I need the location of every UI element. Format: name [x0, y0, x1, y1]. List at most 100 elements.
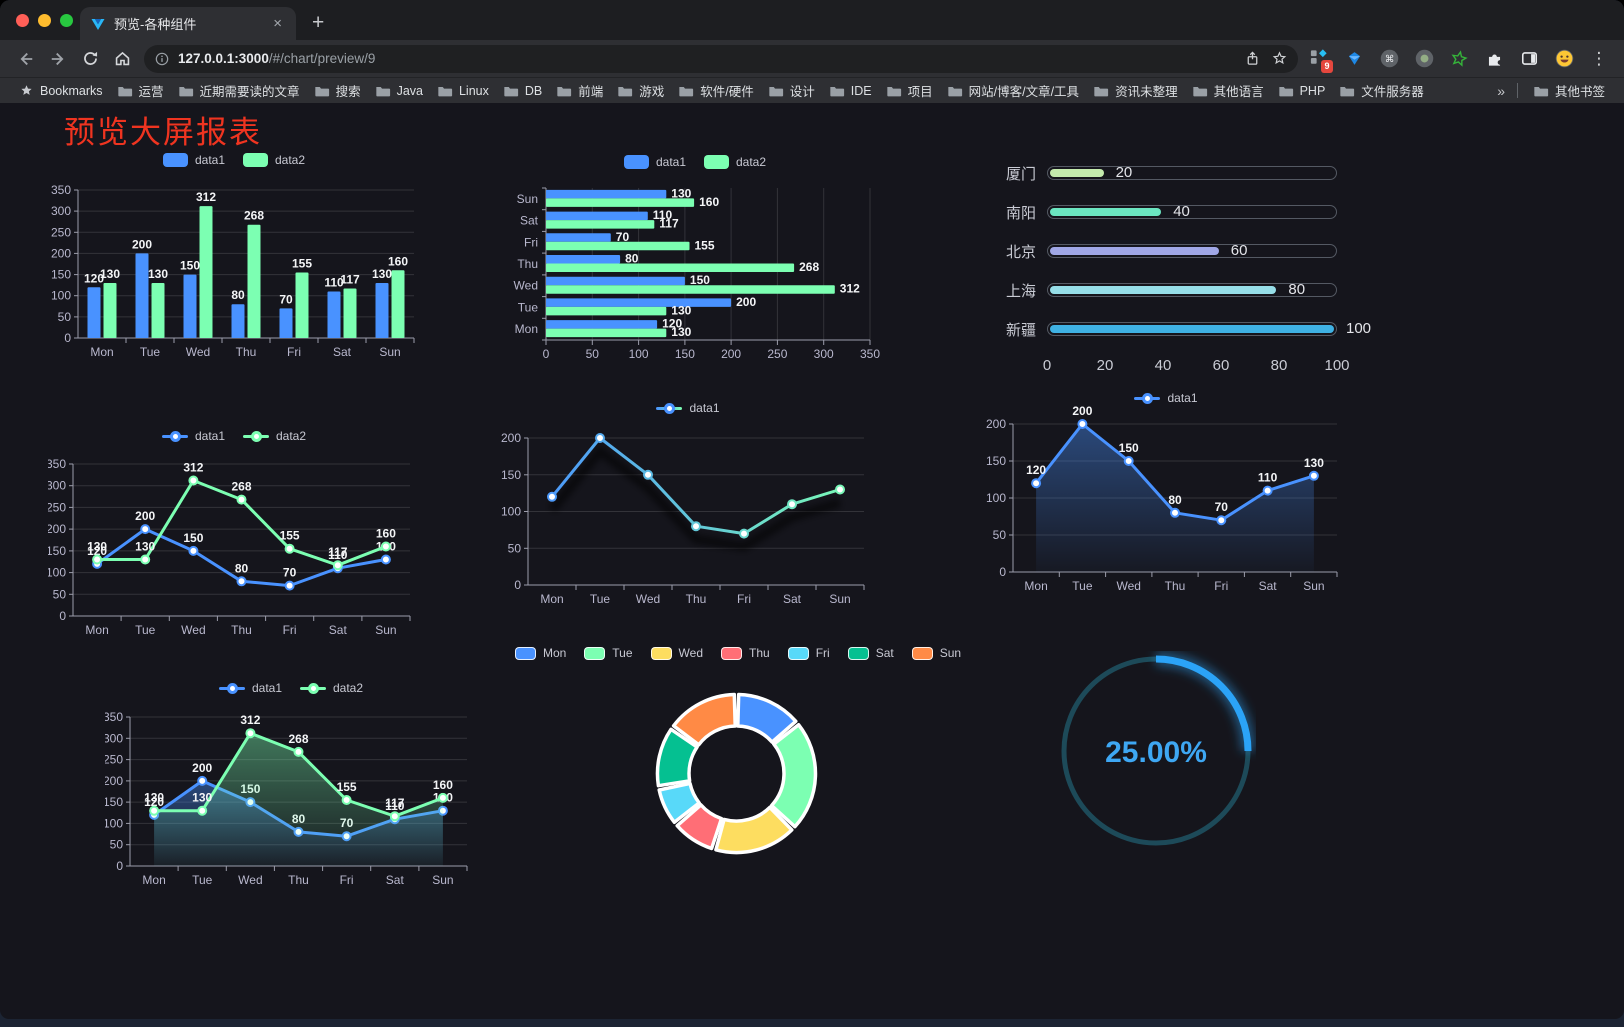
chart-multi-line[interactable]: data1 data2 0 50 100 150 200 250 300 350 Mon Tue Wed… — [46, 424, 420, 642]
bookmark-folder[interactable]: DB — [496, 81, 549, 101]
legend-item[interactable]: data1 — [1134, 391, 1198, 405]
bookmark-folder[interactable]: 其他语言 — [1185, 79, 1271, 102]
chart-multi-line-area[interactable]: data1 data2 0 50 100 150 200 250 300 350 Mon Tue Wed… — [103, 676, 477, 892]
command-circle-icon[interactable]: ⌘ — [1378, 48, 1400, 70]
bookmark-star-button[interactable] — [1271, 50, 1288, 67]
browser-menu-icon[interactable]: ⋮ — [1590, 48, 1608, 68]
legend-item[interactable]: Wed — [650, 646, 703, 660]
other-bookmarks-folder[interactable]: 其他书签 — [1526, 79, 1612, 102]
bookmark-folder[interactable]: 项目 — [879, 79, 940, 102]
svg-text:Sun: Sun — [517, 192, 538, 206]
legend-item[interactable]: data1 — [161, 429, 225, 443]
progress-label: 南阳 — [1005, 204, 1036, 222]
extensions-grid-icon[interactable]: 9 — [1308, 48, 1333, 73]
svg-text:Sat: Sat — [520, 214, 539, 228]
address-bar[interactable]: 127.0.0.1:3000/#/chart/preview/9 — [144, 44, 1298, 73]
legend-item[interactable]: Fri — [787, 646, 830, 660]
bookmark-folder[interactable]: 游戏 — [610, 79, 671, 102]
bookmark-folder[interactable]: 运营 — [110, 79, 171, 102]
green-star-icon[interactable] — [1448, 48, 1470, 70]
gem-icon[interactable] — [1343, 48, 1365, 70]
bookmark-folder[interactable]: Linux — [430, 81, 496, 101]
legend-item[interactable]: Sun — [911, 646, 961, 660]
sidebar-icon[interactable] — [1518, 48, 1540, 70]
new-tab-button[interactable]: + — [312, 11, 325, 34]
recorder-circle-icon[interactable] — [1413, 48, 1435, 70]
percent-gauge-canvas[interactable]: 25.00% — [1056, 651, 1256, 851]
svg-text:Thu: Thu — [231, 623, 252, 637]
progress-row[interactable]: 北京 60 — [992, 242, 1337, 261]
maximize-window-button[interactable] — [60, 14, 73, 27]
bookmark-folder[interactable]: 前端 — [549, 79, 610, 102]
weekday-donut-canvas[interactable] — [654, 691, 819, 856]
site-info-icon[interactable] — [154, 51, 170, 67]
legend-item[interactable]: data2 — [243, 429, 306, 443]
legend-item[interactable]: Thu — [721, 646, 770, 660]
browser-tab[interactable]: 预览-各种组件 × — [80, 7, 296, 40]
bookmark-folder[interactable]: 网站/博客/文章/工具 — [940, 79, 1086, 102]
gradient-line-canvas[interactable]: 0 50 100 150 200 Mon Tue Wed Thu Fri Sat Sun — [498, 396, 878, 614]
folder-icon — [1340, 86, 1355, 96]
svg-text:110: 110 — [1258, 471, 1278, 485]
progress-row[interactable]: 南阳 40 — [992, 203, 1337, 222]
area-line-canvas[interactable]: 0 50 100 150 200 Mon Tue Wed Thu Fri Sat Sun 120 200 1… — [985, 386, 1347, 598]
puzzle-icon[interactable] — [1483, 48, 1505, 70]
legend-item[interactable]: data2 — [300, 681, 363, 695]
grouped-bar-canvas[interactable]: 0 50 100 150 200 250 300 350 Mon Tue Wed Thu Fri Sat S… — [48, 148, 420, 370]
svg-text:Sun: Sun — [1303, 579, 1324, 593]
multi-line-canvas[interactable]: 0 50 100 150 200 250 300 350 Mon Tue Wed Thu Fri Sat S… — [46, 424, 420, 642]
bookmark-folder[interactable]: 近期需要读的文章 — [171, 79, 307, 102]
bookmarks-overflow-button[interactable]: » — [1497, 82, 1505, 99]
multi-line-area-canvas[interactable]: 0 50 100 150 200 250 300 350 Mon Tue Wed Thu Fri Sat S… — [103, 676, 477, 892]
legend-item[interactable]: data1 — [656, 401, 720, 415]
chart-weekday-donut[interactable]: Mon Tue Wed Thu Fri Sat Sun — [514, 641, 961, 863]
legend-item[interactable]: Mon — [514, 646, 566, 660]
legend-item[interactable]: data1 — [162, 153, 225, 167]
legend-item[interactable]: data1 — [623, 155, 686, 169]
progress-row[interactable]: 上海 80 — [992, 281, 1337, 300]
chart-percent-gauge[interactable]: 25.00% — [1056, 651, 1256, 851]
legend-item[interactable]: Tue — [584, 646, 633, 660]
svg-text:150: 150 — [183, 531, 203, 545]
chart-horizontal-bar[interactable]: data1 data2 0 50 100 150 200 250 300 350 Sun 130 160… — [500, 150, 890, 368]
legend-item[interactable]: data2 — [704, 155, 766, 169]
back-button[interactable] — [13, 46, 39, 72]
bookmarks-root[interactable]: Bookmarks — [12, 81, 110, 100]
bookmark-folder[interactable]: Java — [368, 81, 430, 101]
tab-close-icon[interactable]: × — [273, 15, 282, 32]
svg-text:Mon: Mon — [515, 322, 538, 336]
progress-row[interactable]: 新疆 100 — [992, 320, 1371, 339]
legend-item[interactable]: data2 — [243, 153, 305, 167]
chart-city-progress[interactable]: 厦门 20 南阳 40 北京 60 上海 80 新疆 — [992, 152, 1382, 392]
svg-text:Thu: Thu — [517, 257, 538, 271]
bookmark-folder[interactable]: 文件服务器 — [1332, 79, 1431, 102]
bookmark-folder[interactable]: 资讯未整理 — [1086, 79, 1185, 102]
legend-item[interactable]: Sat — [847, 646, 894, 660]
minimize-window-button[interactable] — [38, 14, 51, 27]
progress-label: 上海 — [1005, 282, 1036, 300]
close-window-button[interactable] — [16, 14, 29, 27]
legend-item[interactable]: data1 — [218, 681, 282, 695]
forward-button[interactable] — [45, 46, 71, 72]
svg-text:70: 70 — [283, 566, 297, 580]
bookmark-folder[interactable]: 软件/硬件 — [671, 79, 760, 102]
svg-text:312: 312 — [183, 461, 203, 475]
home-button[interactable] — [109, 46, 135, 72]
svg-text:Mon: Mon — [142, 873, 165, 887]
bookmark-folder[interactable]: PHP — [1271, 81, 1333, 101]
bookmark-folder[interactable]: 设计 — [761, 79, 822, 102]
chart-area-line[interactable]: data1 0 50 100 150 200 Mon Tue Wed Thu Fri Sat Sun 12… — [985, 386, 1347, 598]
share-button[interactable] — [1244, 50, 1261, 67]
bookmarks-separator — [1516, 83, 1518, 98]
bookmark-folder[interactable]: 搜索 — [307, 79, 368, 102]
page-title: 预览大屏报表 — [64, 115, 262, 150]
folder-icon — [375, 86, 390, 96]
reload-button[interactable] — [77, 46, 103, 72]
bookmark-folder[interactable]: IDE — [822, 81, 879, 101]
chart-gradient-line[interactable]: data1 0 50 100 150 200 Mon Tue Wed Thu Fri Sat Sun — [498, 396, 878, 614]
progress-row[interactable]: 厦门 20 — [992, 164, 1337, 183]
chart-grouped-bar[interactable]: data1 data2 0 50 100 150 200 250 300 350 Mon Tue Wed… — [48, 148, 420, 370]
emoji-icon[interactable] — [1553, 48, 1575, 70]
legend-swatch — [704, 155, 729, 169]
